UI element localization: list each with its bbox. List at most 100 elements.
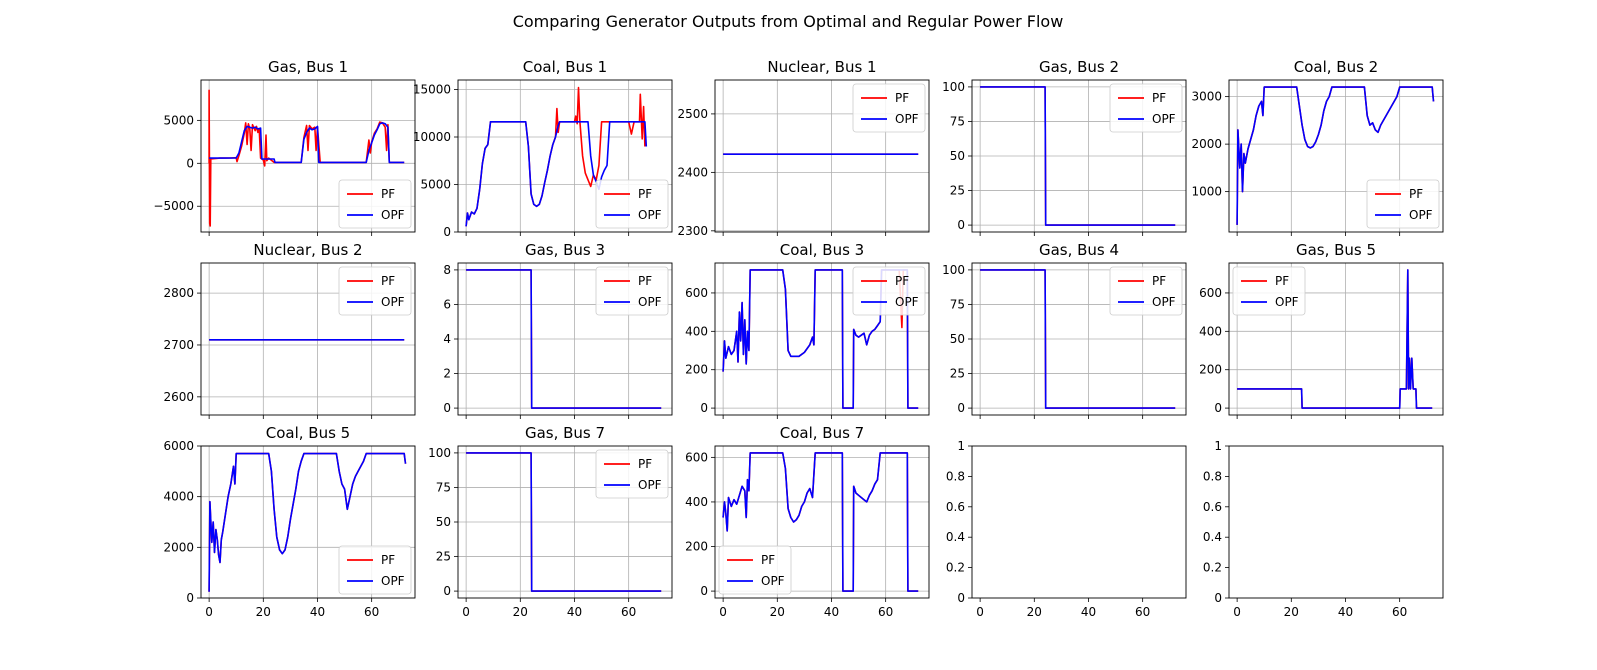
y-tick-label: 4000 <box>163 490 194 504</box>
series-line-opf <box>722 452 919 592</box>
y-tick-label: 50 <box>950 332 965 346</box>
y-tick-label: 200 <box>685 363 708 377</box>
legend-label-pf: PF <box>638 274 652 288</box>
legend-label-pf: PF <box>381 553 395 567</box>
axes-frame <box>457 79 673 233</box>
y-tick-label: 50 <box>436 515 451 529</box>
y-tick-label: 100 <box>942 263 965 277</box>
series-line-opf <box>980 86 1176 226</box>
y-tick-label: 8 <box>443 263 451 277</box>
x-tick-label: 20 <box>1027 605 1042 619</box>
axes-frame <box>714 262 930 416</box>
legend-label-opf: OPF <box>638 295 662 309</box>
legend-label-opf: OPF <box>1275 295 1299 309</box>
legend-label-opf: OPF <box>381 295 405 309</box>
x-tick-label: 0 <box>1233 605 1241 619</box>
subplot-title: Gas, Bus 7 <box>525 424 605 442</box>
subplot-title: Gas, Bus 2 <box>1039 58 1119 76</box>
y-tick-label: 6000 <box>163 439 194 453</box>
y-tick-label: 0.8 <box>1203 469 1222 483</box>
legend-box <box>1232 266 1306 316</box>
subplot-8: 0 200 400 600 Coal, Bus 3 PF OPF <box>685 241 930 419</box>
y-tick-label: 3000 <box>1191 90 1222 104</box>
axes-frame <box>1228 79 1444 233</box>
legend: PF OPF <box>1366 179 1440 229</box>
y-tick-label: 2500 <box>677 107 708 121</box>
y-tick-label: 0 <box>957 218 965 232</box>
legend-box <box>1109 83 1183 133</box>
legend-label-opf: OPF <box>761 574 785 588</box>
y-tick-label: −5000 <box>153 199 194 213</box>
legend-label-opf: OPF <box>638 208 662 222</box>
y-tick-label: 100 <box>428 446 451 460</box>
subplot-15: 0 20 40 60 0 0.2 0.4 0.6 0.8 1 <box>1203 439 1444 619</box>
y-tick-label: 2000 <box>1191 137 1222 151</box>
y-tick-label: 0 <box>186 591 194 605</box>
legend-box <box>1109 266 1183 316</box>
y-tick-label: 25 <box>950 184 965 198</box>
y-tick-label: 0 <box>700 584 708 598</box>
legend-label-opf: OPF <box>895 295 919 309</box>
legend: PF OPF <box>852 266 926 316</box>
x-tick-label: 40 <box>1081 605 1096 619</box>
legend-box <box>595 179 669 229</box>
subplot-14: 0 20 40 60 0 0.2 0.4 0.6 0.8 1 <box>946 439 1187 619</box>
subplot-12: 0 20 40 60 0 25 50 75 100 Gas, Bus 7 PF OPF <box>428 424 673 619</box>
legend-label-pf: PF <box>1409 187 1423 201</box>
subplot-title: Gas, Bus 5 <box>1296 241 1376 259</box>
legend-box <box>595 266 669 316</box>
legend-label-opf: OPF <box>1409 208 1433 222</box>
legend-box <box>1366 179 1440 229</box>
series-line-opf <box>208 452 407 592</box>
legend-label-pf: PF <box>638 457 652 471</box>
y-tick-label: 1000 <box>1191 185 1222 199</box>
y-tick-label: 0.2 <box>1203 561 1222 575</box>
y-tick-label: 5000 <box>420 178 451 192</box>
legend-box <box>852 266 926 316</box>
legend: PF OPF <box>338 545 412 595</box>
y-tick-label: 1 <box>957 439 965 453</box>
y-tick-label: 400 <box>685 324 708 338</box>
legend: PF OPF <box>338 266 412 316</box>
subplot-5: 1000 2000 3000 Coal, Bus 2 PF OPF <box>1191 58 1444 236</box>
subplot-title: Gas, Bus 1 <box>268 58 348 76</box>
legend-box <box>338 545 412 595</box>
y-tick-label: 25 <box>436 550 451 564</box>
x-tick-label: 0 <box>976 605 984 619</box>
y-tick-label: 0.6 <box>1203 500 1222 514</box>
legend-label-pf: PF <box>381 274 395 288</box>
legend-label-pf: PF <box>761 553 775 567</box>
legend-label-pf: PF <box>638 187 652 201</box>
y-tick-label: 0 <box>1214 591 1222 605</box>
legend: PF OPF <box>595 449 669 499</box>
legend-label-pf: PF <box>1275 274 1289 288</box>
y-tick-label: 25 <box>950 367 965 381</box>
y-tick-label: 1 <box>1214 439 1222 453</box>
legend-label-opf: OPF <box>381 208 405 222</box>
y-tick-label: 0.8 <box>946 469 965 483</box>
axes-frame <box>200 445 416 599</box>
y-tick-label: 75 <box>436 480 451 494</box>
legend-box <box>338 179 412 229</box>
y-tick-label: 0 <box>957 591 965 605</box>
legend-label-pf: PF <box>895 91 909 105</box>
x-tick-label: 40 <box>567 605 582 619</box>
y-tick-label: 2700 <box>163 338 194 352</box>
series-line-opf <box>466 452 662 592</box>
legend: PF OPF <box>852 83 926 133</box>
series-line-opf <box>980 269 1176 409</box>
subplot-title: Coal, Bus 7 <box>780 424 864 442</box>
y-tick-label: 75 <box>950 114 965 128</box>
y-tick-label: 75 <box>950 297 965 311</box>
x-tick-label: 60 <box>1392 605 1407 619</box>
y-tick-label: 0 <box>443 225 451 239</box>
subplot-title: Nuclear, Bus 2 <box>253 241 362 259</box>
y-tick-label: 2400 <box>677 165 708 179</box>
subplot-title: Nuclear, Bus 1 <box>767 58 876 76</box>
axes-frame <box>1228 445 1444 599</box>
subplot-title: Gas, Bus 4 <box>1039 241 1119 259</box>
legend: PF OPF <box>595 266 669 316</box>
